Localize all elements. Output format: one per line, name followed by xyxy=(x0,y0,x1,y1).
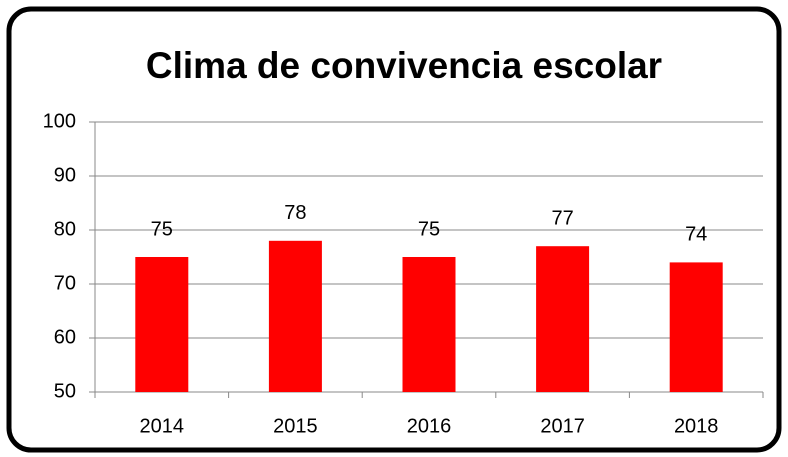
x-tick-label: 2014 xyxy=(140,415,185,437)
x-tick-label: 2016 xyxy=(407,415,452,437)
data-label: 75 xyxy=(151,218,173,240)
bar xyxy=(402,257,456,392)
data-label: 74 xyxy=(685,224,707,246)
y-tick-label: 100 xyxy=(43,110,76,132)
bar xyxy=(536,246,590,392)
bar xyxy=(135,257,189,392)
data-label: 78 xyxy=(284,202,306,224)
bar xyxy=(268,240,322,392)
x-tick-label: 2017 xyxy=(540,415,585,437)
y-tick-label: 80 xyxy=(54,218,76,240)
x-tick-label: 2018 xyxy=(674,415,719,437)
data-label: 75 xyxy=(418,218,440,240)
data-label: 77 xyxy=(551,207,573,229)
chart-title: Clima de convivencia escolar xyxy=(146,45,662,86)
y-tick-label: 50 xyxy=(54,380,76,402)
x-tick-label: 2015 xyxy=(273,415,318,437)
bar xyxy=(669,262,723,392)
y-tick-label: 70 xyxy=(54,272,76,294)
y-tick-label: 90 xyxy=(54,164,76,186)
y-tick-label: 60 xyxy=(54,326,76,348)
